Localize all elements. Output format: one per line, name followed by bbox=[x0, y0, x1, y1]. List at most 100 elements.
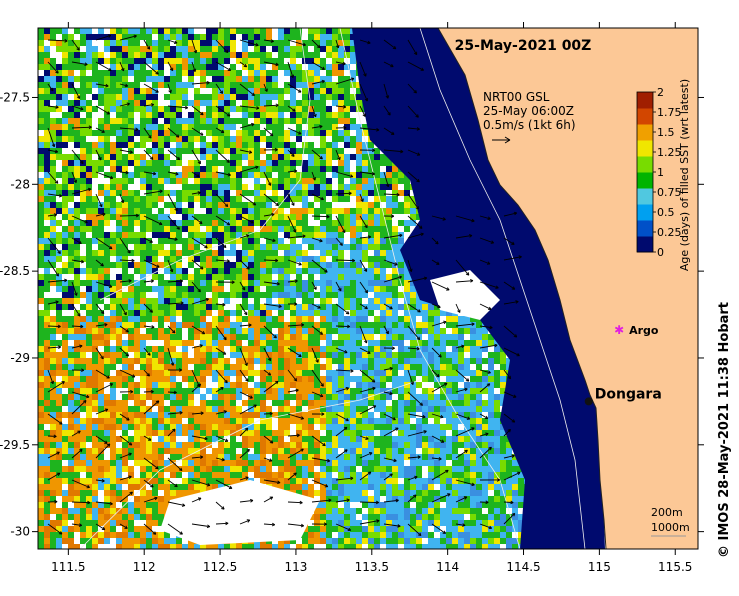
sst-cell bbox=[332, 46, 338, 52]
sst-cell bbox=[314, 166, 320, 172]
sst-cell bbox=[134, 34, 140, 40]
sst-cell bbox=[158, 352, 164, 358]
sst-cell bbox=[314, 34, 320, 40]
sst-cell bbox=[194, 232, 200, 238]
sst-cell bbox=[122, 88, 128, 94]
sst-cell bbox=[200, 196, 206, 202]
sst-cell bbox=[116, 100, 122, 106]
sst-cell bbox=[266, 292, 272, 298]
sst-cell bbox=[248, 88, 254, 94]
sst-cell bbox=[296, 346, 302, 352]
sst-cell bbox=[86, 178, 92, 184]
sst-cell bbox=[434, 322, 440, 328]
sst-cell bbox=[218, 280, 224, 286]
sst-cell bbox=[134, 100, 140, 106]
sst-cell bbox=[56, 202, 62, 208]
sst-cell bbox=[62, 340, 68, 346]
sst-cell bbox=[452, 340, 458, 346]
sst-cell bbox=[92, 154, 98, 160]
sst-cell bbox=[284, 94, 290, 100]
sst-cell bbox=[284, 322, 290, 328]
sst-cell bbox=[278, 262, 284, 268]
sst-cell bbox=[188, 100, 194, 106]
sst-cell bbox=[152, 58, 158, 64]
sst-cell bbox=[368, 292, 374, 298]
sst-cell bbox=[140, 364, 146, 370]
sst-cell bbox=[158, 94, 164, 100]
sst-cell bbox=[86, 88, 92, 94]
sst-cell bbox=[74, 304, 80, 310]
sst-cell bbox=[200, 76, 206, 82]
sst-cell bbox=[212, 118, 218, 124]
sst-cell bbox=[170, 196, 176, 202]
sst-cell bbox=[386, 256, 392, 262]
sst-cell bbox=[338, 358, 344, 364]
sst-cell bbox=[98, 76, 104, 82]
sst-cell bbox=[344, 262, 350, 268]
sst-cell bbox=[236, 334, 242, 340]
sst-cell bbox=[56, 76, 62, 82]
sst-cell bbox=[68, 28, 74, 34]
sst-cell bbox=[242, 346, 248, 352]
sst-cell bbox=[494, 340, 500, 346]
sst-cell bbox=[356, 220, 362, 226]
sst-cell bbox=[368, 178, 374, 184]
sst-cell bbox=[62, 280, 68, 286]
sst-cell bbox=[272, 64, 278, 70]
sst-cell bbox=[44, 250, 50, 256]
sst-cell bbox=[140, 370, 146, 376]
sst-cell bbox=[308, 202, 314, 208]
sst-cell bbox=[194, 274, 200, 280]
sst-cell bbox=[254, 46, 260, 52]
sst-cell bbox=[398, 334, 404, 340]
sst-cell bbox=[170, 148, 176, 154]
sst-cell bbox=[266, 316, 272, 322]
sst-cell bbox=[386, 322, 392, 328]
sst-cell bbox=[260, 112, 266, 118]
sst-cell bbox=[290, 304, 296, 310]
sst-cell bbox=[104, 244, 110, 250]
sst-cell bbox=[320, 274, 326, 280]
sst-cell bbox=[272, 100, 278, 106]
sst-cell bbox=[224, 232, 230, 238]
sst-cell bbox=[344, 202, 350, 208]
sst-cell bbox=[50, 328, 56, 334]
sst-cell bbox=[266, 232, 272, 238]
sst-cell bbox=[50, 112, 56, 118]
sst-cell bbox=[338, 202, 344, 208]
sst-cell bbox=[440, 316, 446, 322]
sst-cell bbox=[260, 100, 266, 106]
sst-cell bbox=[80, 154, 86, 160]
sst-cell bbox=[224, 82, 230, 88]
sst-cell bbox=[290, 250, 296, 256]
sst-cell bbox=[320, 322, 326, 328]
sst-cell bbox=[278, 280, 284, 286]
sst-cell bbox=[50, 238, 56, 244]
sst-cell bbox=[314, 136, 320, 142]
sst-cell bbox=[38, 166, 44, 172]
sst-cell bbox=[230, 298, 236, 304]
sst-cell bbox=[248, 226, 254, 232]
sst-cell bbox=[56, 322, 62, 328]
sst-cell bbox=[68, 136, 74, 142]
sst-cell bbox=[86, 268, 92, 274]
sst-cell bbox=[182, 250, 188, 256]
sst-cell bbox=[332, 190, 338, 196]
sst-cell bbox=[248, 160, 254, 166]
sst-cell bbox=[386, 328, 392, 334]
sst-cell bbox=[170, 202, 176, 208]
sst-cell bbox=[344, 52, 350, 58]
sst-cell bbox=[188, 244, 194, 250]
sst-cell bbox=[218, 70, 224, 76]
sst-cell bbox=[266, 196, 272, 202]
sst-cell bbox=[260, 202, 266, 208]
sst-cell bbox=[92, 322, 98, 328]
sst-cell bbox=[56, 112, 62, 118]
sst-cell bbox=[290, 286, 296, 292]
sst-cell bbox=[278, 142, 284, 148]
sst-cell bbox=[314, 310, 320, 316]
sst-cell bbox=[44, 244, 50, 250]
sst-cell bbox=[380, 340, 386, 346]
sst-cell bbox=[170, 262, 176, 268]
sst-cell bbox=[50, 262, 56, 268]
